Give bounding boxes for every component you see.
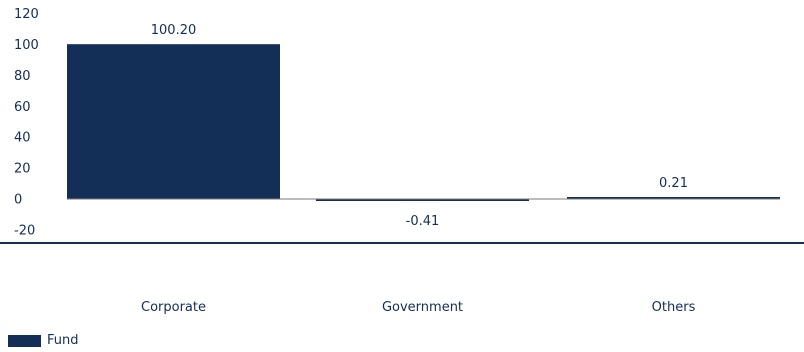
bar-government (316, 199, 529, 201)
category-label-corporate: Corporate (141, 300, 206, 315)
legend-label-fund: Fund (47, 333, 79, 348)
legend: Fund (8, 333, 79, 348)
y-tick-label: 0 (14, 193, 22, 208)
data-label-government: -0.41 (406, 214, 440, 229)
y-tick-label: -20 (14, 223, 35, 238)
y-tick-label: 60 (14, 100, 31, 115)
category-label-government: Government (382, 300, 463, 315)
data-label-others: 0.21 (659, 176, 688, 191)
data-labels: 100.20 -0.41 0.21 (151, 23, 688, 229)
category-labels: Corporate Government Others (141, 300, 696, 315)
y-tick-label: 20 (14, 162, 31, 177)
bars (67, 44, 780, 201)
data-label-corporate: 100.20 (151, 23, 197, 38)
bar-corporate (67, 44, 280, 199)
legend-swatch-fund (8, 334, 41, 347)
y-tick-label: 40 (14, 131, 31, 146)
category-label-others: Others (652, 300, 696, 315)
y-tick-label: 100 (14, 38, 39, 53)
y-tick-label: 80 (14, 69, 31, 84)
bar-others (567, 197, 780, 199)
y-axis-ticks: 120 100 80 60 40 20 0 -20 (14, 7, 39, 238)
y-tick-label: 120 (14, 7, 39, 22)
